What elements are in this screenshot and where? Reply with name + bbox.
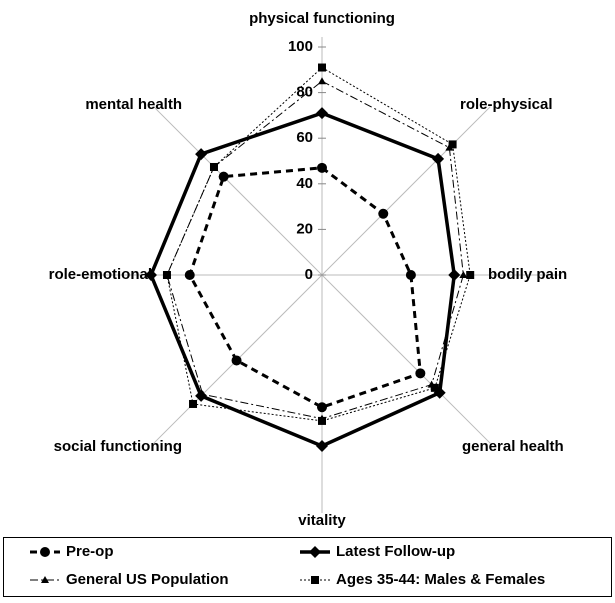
category-label: bodily pain [488, 266, 567, 283]
category-label: general health [462, 438, 564, 455]
marker [318, 63, 326, 72]
marker [459, 271, 468, 278]
marker [40, 547, 50, 557]
marker [195, 389, 208, 402]
marker [41, 576, 49, 583]
marker [430, 383, 439, 392]
marker [445, 143, 454, 151]
marker [378, 208, 389, 219]
r-tick-label: 100 [288, 38, 313, 55]
category-label: social functioning [54, 438, 182, 455]
r-tick-label: 40 [296, 175, 313, 192]
marker [145, 269, 157, 281]
category-label: role-physical [460, 96, 553, 113]
marker [316, 107, 328, 120]
series-line [166, 66, 471, 422]
marker [218, 171, 229, 182]
marker [311, 576, 319, 584]
marker [309, 546, 321, 558]
marker [316, 440, 328, 452]
marker [466, 271, 475, 279]
spoke [321, 106, 491, 276]
r-tick-label: 60 [296, 129, 313, 146]
category-label: role-emotional [49, 266, 152, 283]
series-line [166, 80, 464, 420]
marker [427, 380, 436, 388]
marker [433, 386, 446, 399]
marker [195, 148, 208, 161]
category-label: vitality [298, 512, 346, 529]
r-tick-label: 0 [305, 266, 313, 283]
r-tick-label: 20 [296, 220, 313, 237]
marker [448, 140, 457, 149]
legend-label: General US Population [66, 571, 229, 588]
marker [162, 271, 171, 278]
legend-label: Pre-op [66, 543, 114, 560]
category-label: mental health [85, 96, 182, 113]
legend-label: Latest Follow-up [336, 543, 455, 560]
marker [318, 77, 326, 85]
marker [318, 414, 326, 422]
marker [184, 270, 195, 280]
series-line [188, 166, 422, 409]
marker [405, 270, 416, 280]
marker [189, 399, 198, 408]
marker [415, 368, 426, 379]
marker [209, 162, 218, 170]
category-label: physical functioning [249, 10, 395, 27]
marker [317, 162, 327, 173]
marker [231, 355, 242, 366]
legend-label: Ages 35-44: Males & Females [336, 571, 545, 588]
legend-box [3, 537, 612, 597]
r-tick-label: 80 [296, 84, 313, 101]
spoke [153, 106, 323, 276]
spoke [321, 274, 491, 444]
marker [317, 402, 327, 413]
marker [432, 152, 445, 165]
marker [448, 269, 461, 281]
